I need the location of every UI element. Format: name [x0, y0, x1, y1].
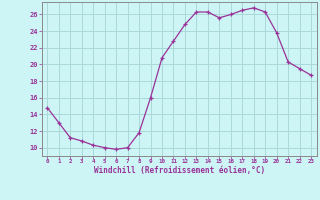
X-axis label: Windchill (Refroidissement éolien,°C): Windchill (Refroidissement éolien,°C): [94, 166, 265, 175]
